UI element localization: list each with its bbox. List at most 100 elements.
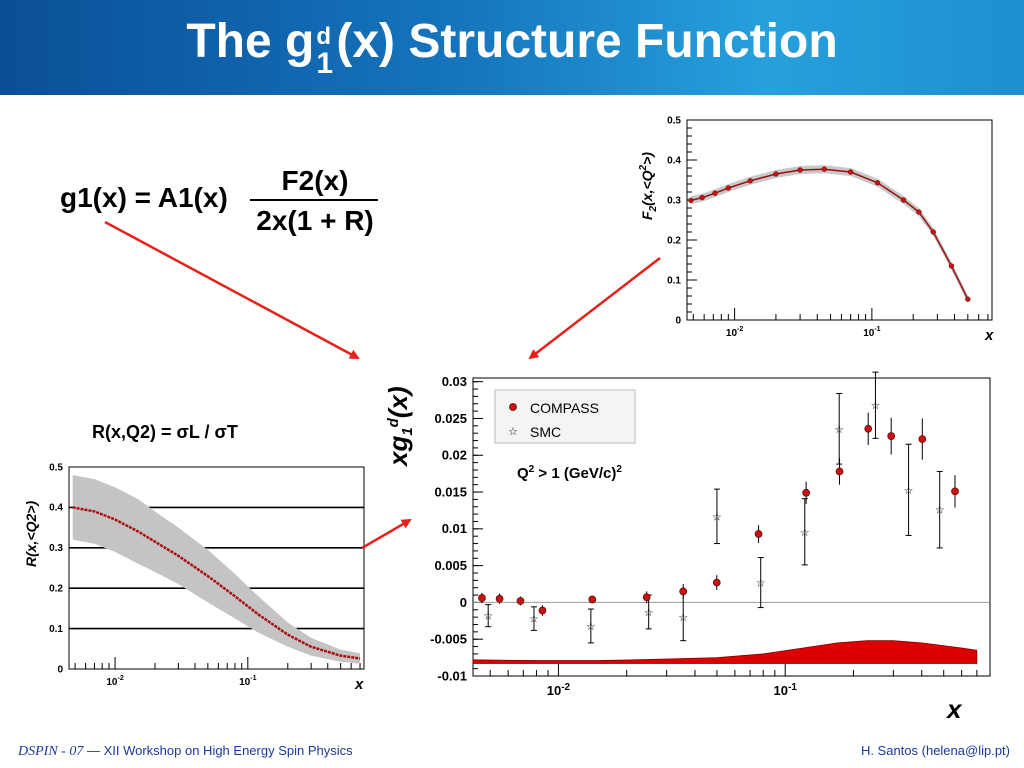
r-chart: 0 0.1 0.2 0.3 0.4 0.5 10-2 10-1 x R(x,<Q2>) xyxy=(23,462,365,693)
y-tick-label: 0.025 xyxy=(434,411,467,426)
title-bar: The g d 1 (x) Structure Function xyxy=(0,0,1024,95)
footer-conf-title: XII Workshop on High Energy Spin Physics xyxy=(103,743,353,758)
f2-data-point xyxy=(930,229,936,235)
y-tick-label: 0.01 xyxy=(442,521,467,536)
compass-data-point xyxy=(835,467,844,476)
y-tick-label: 0.4 xyxy=(667,155,681,166)
f2-data-point xyxy=(688,197,694,204)
smc-data-point: ☆ xyxy=(935,505,945,517)
compass-data-point xyxy=(887,432,896,440)
x-tick-label: 10-1 xyxy=(239,675,256,688)
y-axis-label: xg1d(x) xyxy=(385,386,416,468)
q2-annotation: Q2 > 1 (GeV/c)2 xyxy=(517,464,622,482)
compass-data-point xyxy=(802,488,811,497)
compass-data-point xyxy=(588,595,597,604)
f2-data-point xyxy=(712,190,718,196)
compass-data-point xyxy=(712,578,721,587)
x-tick-label: 10-1 xyxy=(863,326,880,339)
compass-data-point xyxy=(478,594,486,602)
f2-chart: 0 0.1 0.2 0.3 0.4 0.5 10-2 10-1 x F2(x,<Q2>) xyxy=(638,115,994,344)
smc-data-point: ☆ xyxy=(586,621,596,633)
footer: DSPIN - 07 — XII Workshop on High Energy… xyxy=(0,735,1024,768)
y-tick-label: 0.02 xyxy=(442,448,467,463)
x-tick-label: 10-2 xyxy=(726,326,743,339)
y-tick-label: 0.1 xyxy=(49,624,63,635)
x-tick-label: 10-1 xyxy=(774,682,798,698)
legend: COMPASS ☆ SMC xyxy=(494,389,636,444)
y-axis-label: F2(x,<Q2>) xyxy=(638,152,659,220)
f2-data-point xyxy=(847,169,854,175)
f2-data-point xyxy=(725,185,731,191)
y-tick-label: 0.1 xyxy=(667,275,681,286)
footer-conf-dash: — xyxy=(86,743,100,758)
smc-data-point: ☆ xyxy=(871,400,881,412)
compass-data-point xyxy=(516,597,525,605)
smc-data-point: ☆ xyxy=(483,611,493,623)
y-tick-label: 0.5 xyxy=(49,462,63,473)
x-tick-label: 10-2 xyxy=(547,682,571,698)
title-sup: d xyxy=(316,23,331,50)
legend-compass-label: COMPASS xyxy=(530,400,599,416)
y-tick-label: 0.03 xyxy=(442,374,467,389)
y-tick-label: 0.2 xyxy=(49,584,63,595)
f2-data-point xyxy=(965,296,971,302)
compass-data-point xyxy=(918,435,927,443)
slide-title: The g d 1 (x) Structure Function xyxy=(0,14,1024,80)
y-axis-label: R(x,<Q2>) xyxy=(23,501,39,567)
title-suffix: (x) Structure Function xyxy=(336,15,838,68)
compass-data-point xyxy=(754,530,763,538)
compass-data-point xyxy=(495,594,504,603)
y-tick-label: 0 xyxy=(675,315,681,326)
plot-frame xyxy=(686,119,993,321)
f2-data-point xyxy=(773,171,779,177)
f2-data-point xyxy=(916,209,922,215)
smc-data-point: ☆ xyxy=(756,578,766,590)
y-tick-label: 0 xyxy=(57,664,63,675)
y-tick-label: 0.005 xyxy=(434,558,467,573)
r-curve xyxy=(72,506,361,660)
compass-data-point xyxy=(679,587,688,596)
compass-data-point xyxy=(642,593,651,602)
y-tick-label: 0.3 xyxy=(49,543,63,554)
y-tick-label: 0.2 xyxy=(667,235,681,246)
smc-data-point: ☆ xyxy=(529,614,539,626)
x-axis-label: x xyxy=(354,676,364,693)
y-tick-label: 0 xyxy=(460,595,467,610)
xg1d-chart: -0.01 -0.005 0 0.005 0.01 0.015 0.02 0.025 0.03 1… xyxy=(385,371,991,724)
f2-data-point xyxy=(747,178,753,184)
legend-smc-marker: ☆ xyxy=(508,426,518,438)
compass-data-point xyxy=(864,424,873,433)
y-tick-label: 0.3 xyxy=(667,195,681,206)
f2-error-band xyxy=(690,165,968,304)
title-prefix: The g xyxy=(186,15,315,68)
footer-conference: DSPIN - 07 — XII Workshop on High Energy… xyxy=(18,743,353,760)
x-axis-label: x xyxy=(984,327,994,344)
legend-smc-label: SMC xyxy=(530,424,561,440)
f2-data-point xyxy=(821,166,827,172)
g1-formula: g1(x) = A1(x) F2(x) 2x(1 + R) xyxy=(60,165,378,236)
smc-data-point: ☆ xyxy=(644,607,654,619)
legend-compass-marker xyxy=(509,403,517,411)
r-error-band xyxy=(72,475,361,664)
y-tick-label: 0.015 xyxy=(434,484,467,499)
smc-data-point: ☆ xyxy=(678,612,688,624)
y-tick-label: -0.01 xyxy=(437,668,467,683)
footer-conf-name: DSPIN - 07 xyxy=(18,744,84,759)
f2-data-point xyxy=(874,180,881,186)
smc-data-point: ☆ xyxy=(834,424,844,436)
title-sub: 1 xyxy=(316,47,334,80)
smc-data-point: ☆ xyxy=(800,527,810,539)
x-axis-label: x xyxy=(945,694,963,724)
f2-data-point xyxy=(948,263,955,269)
footer-author: H. Santos (helena@lip.pt) xyxy=(860,743,1010,758)
f2-data-point xyxy=(699,194,705,201)
g1-formula-text: g1(x) = A1(x) xyxy=(60,182,228,213)
x-tick-label: 10-2 xyxy=(106,675,123,688)
smc-data-point: ☆ xyxy=(904,485,914,497)
y-tick-label: 0.4 xyxy=(49,503,63,514)
compass-data-point xyxy=(538,606,547,615)
f2-data-point xyxy=(797,167,803,173)
r-formula: R(x,Q2) = σL / σT xyxy=(92,422,238,442)
smc-data-point: ☆ xyxy=(712,511,722,523)
